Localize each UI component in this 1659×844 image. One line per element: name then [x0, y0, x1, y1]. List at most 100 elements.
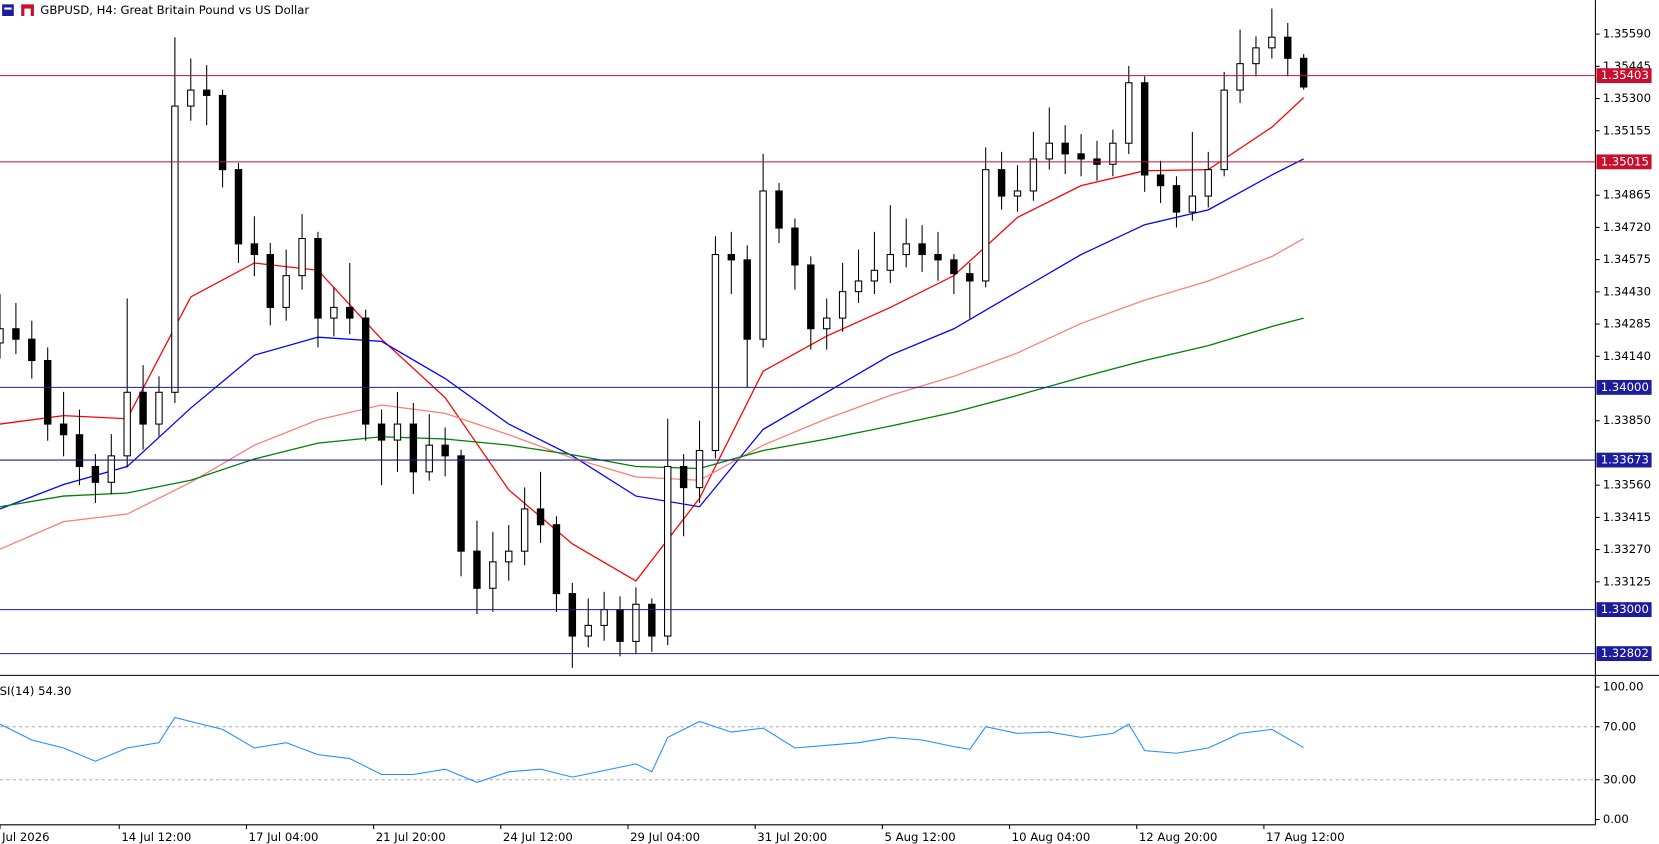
- candle-body: [330, 306, 338, 319]
- candle-body: [807, 264, 815, 330]
- candle-body: [266, 253, 274, 308]
- candle-body: [473, 550, 481, 589]
- candle-body: [616, 609, 624, 642]
- candle-body: [1236, 63, 1244, 91]
- y-tick-label: 0.00: [1603, 812, 1629, 826]
- candle-body: [489, 561, 497, 589]
- candle-body: [997, 169, 1006, 197]
- candle-body: [520, 508, 529, 552]
- rsi-line: [0, 716, 1304, 783]
- candle-body: [1252, 47, 1260, 65]
- candle-body: [1109, 142, 1117, 165]
- y-tick-label: 1.33850: [1603, 413, 1651, 427]
- candle-body: [441, 444, 449, 457]
- candle-body: [981, 169, 990, 282]
- candle-body: [870, 269, 879, 282]
- y-tick-label: 1.34430: [1603, 284, 1651, 298]
- candle-body: [775, 190, 783, 229]
- candle-body: [298, 237, 306, 277]
- x-tick-label: 5 Aug 12:00: [884, 830, 955, 844]
- candle-body: [393, 423, 402, 441]
- x-tick-label: 24 Jul 12:00: [503, 830, 573, 844]
- level-label: 1.33673: [1601, 453, 1649, 467]
- candle-body: [1204, 169, 1212, 197]
- candle-body: [1172, 185, 1181, 213]
- candle-body: [107, 455, 115, 483]
- level-label: 1.34000: [1601, 380, 1649, 394]
- candle-body: [886, 253, 895, 271]
- y-tick-label: 1.34720: [1603, 220, 1651, 234]
- candle-body: [536, 508, 545, 526]
- candle-body: [377, 423, 386, 441]
- candle-body: [552, 524, 561, 595]
- candle-body: [1029, 158, 1038, 192]
- candle-body: [171, 105, 179, 393]
- candle-body: [600, 609, 608, 626]
- candle-body: [1268, 36, 1276, 49]
- chart-title: GBPUSD, H4: Great Britain Pound vs US Do…: [40, 3, 309, 17]
- candle-body: [202, 89, 211, 96]
- candle-body: [743, 259, 751, 340]
- candle-body: [934, 253, 942, 261]
- candle-body: [1125, 82, 1133, 144]
- candle-body: [918, 243, 926, 256]
- candle-body: [59, 423, 68, 436]
- candle-body: [346, 306, 354, 319]
- candle-body: [234, 169, 243, 245]
- candle-body: [409, 423, 418, 473]
- candle-body: [187, 89, 195, 107]
- y-tick-label: 1.33125: [1603, 574, 1651, 588]
- candle-body: [361, 317, 370, 425]
- candle-body: [727, 253, 736, 261]
- candle-body: [902, 243, 910, 256]
- level-label-bg: [1596, 452, 1652, 468]
- candle-body: [123, 391, 131, 457]
- candle-body: [43, 359, 52, 425]
- candle-body: [155, 391, 163, 425]
- level-label-bg: [1596, 68, 1652, 84]
- candle-body: [1220, 89, 1228, 171]
- candle-body: [0, 328, 4, 344]
- candle-body: [91, 465, 100, 483]
- candle-body: [679, 465, 688, 489]
- y-tick-label: 1.34865: [1603, 188, 1651, 202]
- x-tick-label: 10 Aug 04:00: [1012, 830, 1091, 844]
- symbol-icon-inner: [24, 8, 31, 16]
- candle-body: [838, 291, 847, 319]
- candle-body: [250, 243, 259, 256]
- candle-body: [966, 273, 974, 282]
- x-tick-label: Jul 2026: [1, 830, 49, 844]
- candle-body: [139, 391, 147, 425]
- level-label: 1.35015: [1601, 154, 1649, 168]
- y-tick-label: 1.33270: [1603, 542, 1651, 556]
- y-tick-label: 1.34140: [1603, 349, 1651, 363]
- x-tick-label: 29 Jul 04:00: [630, 830, 700, 844]
- candle-body: [1284, 36, 1292, 59]
- candle-body: [791, 227, 799, 266]
- candle-body: [664, 465, 672, 637]
- level-label-bg: [1596, 154, 1652, 170]
- y-tick-label: 1.35300: [1603, 91, 1651, 105]
- y-tick-label: 1.34575: [1603, 252, 1651, 266]
- candle-body: [695, 449, 704, 489]
- menu-icon[interactable]: [2, 4, 14, 16]
- level-label-bg: [1596, 379, 1652, 395]
- candle-body: [632, 603, 640, 642]
- level-label: 1.35403: [1601, 68, 1649, 82]
- y-tick-label: 1.35155: [1603, 123, 1651, 137]
- candle-body: [584, 624, 592, 637]
- candle-body: [648, 603, 656, 637]
- candle-body: [282, 275, 290, 308]
- candle-body: [950, 259, 958, 275]
- candle-body: [1188, 195, 1197, 213]
- candle-body: [1061, 142, 1069, 155]
- candle-body: [711, 253, 720, 452]
- y-tick-label: 100.00: [1603, 680, 1644, 694]
- candle-body: [425, 444, 433, 473]
- x-tick-label: 31 Jul 20:00: [757, 830, 827, 844]
- y-tick-label: 1.33560: [1603, 478, 1651, 492]
- candle-body: [1045, 142, 1053, 160]
- candle-body: [314, 237, 322, 319]
